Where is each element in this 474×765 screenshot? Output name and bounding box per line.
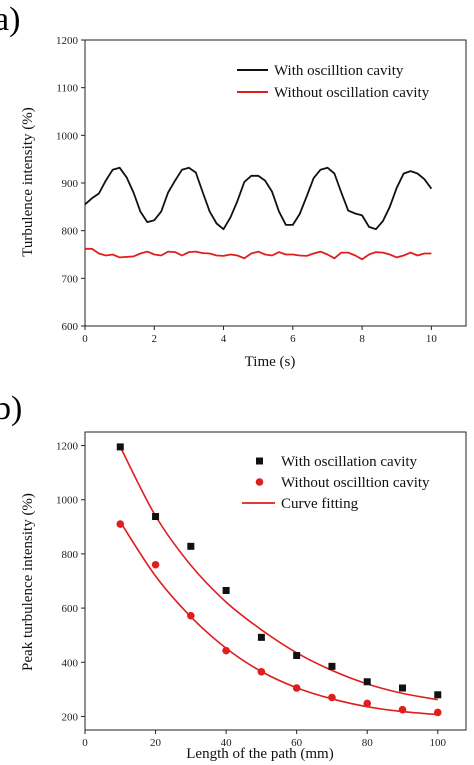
point-with-oscillation-cavity <box>222 586 230 594</box>
point-with-oscillation-cavity <box>257 633 265 641</box>
legend-label-without-oscilltion-cavity: Without oscilltion cavity <box>281 475 430 491</box>
chart-b-ytick-label: 400 <box>62 657 79 669</box>
legend-label-curve-fitting: Curve fitting <box>281 496 359 512</box>
chart-a-xlabel: Time (s) <box>245 354 296 370</box>
point-without-oscilltion-cavity <box>292 684 301 692</box>
chart-b-ticks: 0 20 40 60 80 100 200 400 600 800 1000 1200 <box>56 441 447 749</box>
point-with-oscillation-cavity <box>399 684 406 692</box>
chart-b-ytick-label: 200 <box>62 711 79 723</box>
chart-b: b) 0 20 40 60 80 100 200 400 600 800 1000 1200 With… <box>0 390 467 762</box>
point-with-oscillation-cavity <box>152 513 160 521</box>
chart-a-frame <box>84 39 467 327</box>
chart-a-series <box>84 166 433 261</box>
chart-b-legend: With oscillation cavity Without oscilltio… <box>242 454 430 512</box>
chart-a-xtick-label: 6 <box>290 333 296 345</box>
chart-a-ytick-label: 1200 <box>56 35 79 47</box>
chart-b-ytick-label: 1000 <box>56 495 79 507</box>
chart-a-xtick-label: 10 <box>426 333 438 345</box>
point-with-oscillation-cavity <box>293 652 301 659</box>
chart-b-xlabel: Length of the path (mm) <box>186 746 333 762</box>
chart-b-xtick-label: 80 <box>362 737 374 749</box>
fit-curve-2 <box>119 521 438 716</box>
chart-a-xtick-label: 0 <box>82 333 88 345</box>
chart-a-ytick-label: 1000 <box>56 130 79 142</box>
legend-label-with-oscilltion-cavity: With oscilltion cavity <box>274 63 404 79</box>
chart-a-ticks: 0 2 4 6 8 10 600 700 800 900 1000 1100 1200 <box>56 35 437 345</box>
chart-b-xtick-label: 0 <box>82 737 88 749</box>
chart-b-ytick-label: 1200 <box>56 441 79 453</box>
chart-b-xtick-label: 60 <box>291 737 303 749</box>
chart-a-ytick-label: 700 <box>62 273 79 285</box>
chart-a-ytick-label: 600 <box>62 321 79 333</box>
point-without-oscilltion-cavity <box>363 699 372 708</box>
point-without-oscilltion-cavity <box>222 646 230 655</box>
point-without-oscilltion-cavity <box>257 667 266 676</box>
series-line-without-oscillation-cavity <box>85 247 432 261</box>
chart-a-xtick-label: 2 <box>152 333 158 345</box>
chart-a-xtick-label: 8 <box>359 333 365 345</box>
chart-b-ylabel: Peak turbulence intensity (%) <box>20 493 36 671</box>
chart-a-xtick-label: 4 <box>221 333 227 345</box>
chart-a: a) 0 2 4 6 8 10 600 700 800 900 1000 1100 1200 With … <box>0 1 467 370</box>
point-without-oscilltion-cavity <box>187 611 195 620</box>
chart-b-xtick-label: 100 <box>430 737 447 749</box>
point-with-oscillation-cavity <box>187 542 195 550</box>
chart-b-frame <box>84 431 467 731</box>
point-without-oscilltion-cavity <box>328 693 336 702</box>
point-with-oscillation-cavity <box>434 691 442 699</box>
point-with-oscillation-cavity <box>363 678 371 686</box>
point-with-oscillation-cavity <box>328 662 336 670</box>
point-with-oscillation-cavity <box>116 443 124 451</box>
legend-swatch-with-oscillation-cavity <box>256 457 263 465</box>
point-without-oscilltion-cavity <box>116 520 125 528</box>
series-line-with-oscilltion-cavity <box>84 166 433 231</box>
legend-label-with-oscillation-cavity: With oscillation cavity <box>281 454 418 470</box>
legend-label-without-oscillation-cavity: Without oscillation cavity <box>274 85 430 101</box>
chart-b-ytick-label: 800 <box>62 549 79 561</box>
chart-b-ytick-label: 600 <box>62 603 79 615</box>
panel-label-a: a) <box>0 1 20 38</box>
point-without-oscilltion-cavity <box>151 560 160 569</box>
chart-a-ytick-label: 1100 <box>56 83 78 95</box>
point-without-oscilltion-cavity <box>398 705 407 714</box>
chart-b-series <box>116 443 442 717</box>
legend-swatch-without-oscilltion-cavity <box>255 478 264 486</box>
point-without-oscilltion-cavity <box>433 708 442 717</box>
chart-a-legend: With oscilltion cavity Without oscillatio… <box>237 63 430 101</box>
chart-b-xtick-label: 40 <box>221 737 233 749</box>
chart-b-xtick-label: 20 <box>150 737 162 749</box>
chart-a-ytick-label: 800 <box>62 226 79 238</box>
panel-label-b: b) <box>0 390 22 427</box>
chart-a-ylabel: Turbulence intensity (%) <box>20 107 36 256</box>
chart-a-ytick-label: 900 <box>62 178 79 190</box>
fit-curve-1 <box>119 446 438 701</box>
